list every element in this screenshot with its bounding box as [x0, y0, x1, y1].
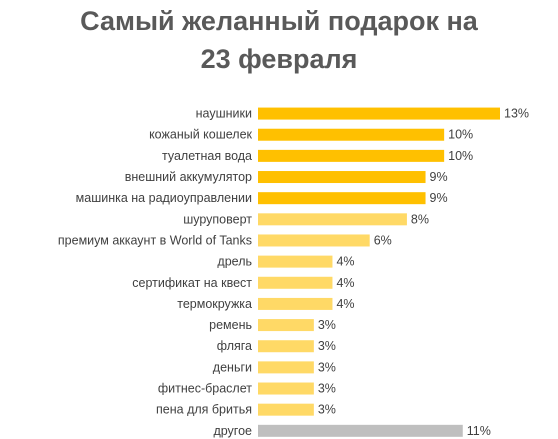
category-label: ремень [209, 318, 252, 332]
value-label: 11% [467, 424, 491, 438]
category-label: внешний аккумулятор [125, 170, 252, 184]
value-label: 3% [318, 318, 336, 332]
category-label: фитнес-браслет [158, 382, 252, 396]
value-label: 3% [318, 382, 336, 396]
category-label: туалетная вода [162, 149, 252, 163]
value-label: 10% [448, 149, 473, 163]
value-label: 3% [318, 339, 336, 353]
value-label: 9% [430, 191, 448, 205]
value-label: 4% [336, 276, 354, 290]
value-label: 3% [318, 360, 336, 374]
category-label: премиум аккаунт в World of Tanks [58, 233, 252, 247]
value-label: 6% [374, 233, 392, 247]
value-label: 13% [504, 107, 529, 121]
category-label: термокружка [177, 297, 252, 311]
category-label: наушники [196, 107, 252, 121]
bar [258, 107, 500, 120]
bar [258, 382, 314, 395]
bar [258, 403, 314, 416]
category-label: пена для бритья [156, 403, 252, 417]
bars-layer: наушники 13% кожаный кошелек 10% туалетная в… [58, 107, 529, 438]
category-label: шуруповерт [183, 212, 252, 226]
bar [258, 319, 314, 332]
bar [258, 255, 333, 268]
category-label: деньги [213, 360, 252, 374]
chart-title: Самый желанный подарок на 23 февраля [0, 2, 558, 78]
category-label: машинка на радиоуправлении [76, 191, 252, 205]
bar [258, 340, 314, 353]
bar [258, 171, 426, 184]
value-label: 10% [448, 128, 473, 142]
category-label: кожаный кошелек [149, 128, 252, 142]
bar [258, 276, 333, 289]
value-label: 8% [411, 212, 429, 226]
bar [258, 361, 314, 374]
category-label: другое [213, 424, 252, 438]
category-label: сертификат на квест [132, 276, 252, 290]
bar [258, 234, 370, 247]
bar [258, 424, 463, 437]
chart-title-line-1: Самый желанный подарок на [80, 6, 478, 36]
category-label: фляга [217, 339, 252, 353]
bar [258, 297, 333, 310]
category-label: дрель [217, 255, 252, 269]
value-label: 4% [336, 297, 354, 311]
bar [258, 149, 445, 162]
value-label: 9% [430, 170, 448, 184]
bar [258, 128, 445, 141]
bar [258, 192, 426, 205]
value-label: 4% [336, 255, 354, 269]
chart-title-line-2: 23 февраля [200, 44, 358, 74]
value-label: 3% [318, 403, 336, 417]
bar [258, 213, 407, 226]
